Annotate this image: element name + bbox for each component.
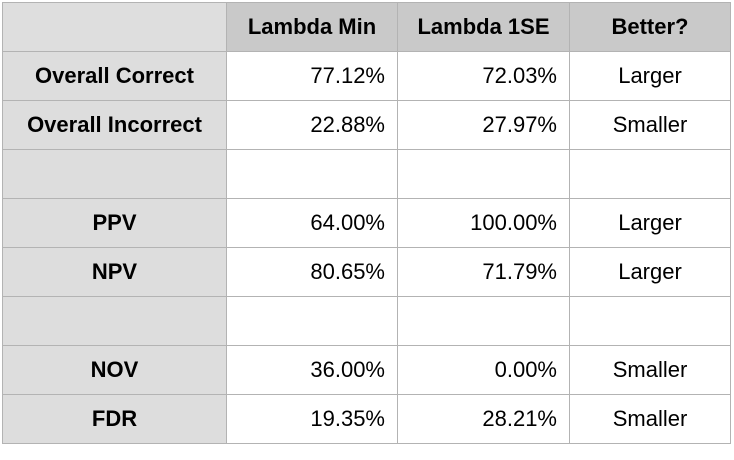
lambda-min-cell: 64.00% bbox=[226, 198, 398, 248]
row-label: Overall Incorrect bbox=[2, 100, 227, 150]
table-row-spacer bbox=[2, 296, 731, 346]
lambda-1se-cell: 27.97% bbox=[397, 100, 570, 150]
better-cell bbox=[569, 149, 731, 199]
lambda-1se-cell: 0.00% bbox=[397, 345, 570, 395]
lambda-min-cell bbox=[226, 296, 398, 346]
table-container: Lambda Min Lambda 1SE Better? Overall Co… bbox=[2, 2, 731, 444]
better-cell: Smaller bbox=[569, 345, 731, 395]
header-lambda-min: Lambda Min bbox=[226, 2, 398, 52]
better-cell bbox=[569, 296, 731, 346]
lambda-min-cell: 77.12% bbox=[226, 51, 398, 101]
lambda-1se-cell: 28.21% bbox=[397, 394, 570, 444]
metrics-table: Lambda Min Lambda 1SE Better? Overall Co… bbox=[2, 2, 731, 444]
lambda-1se-cell: 72.03% bbox=[397, 51, 570, 101]
better-cell: Smaller bbox=[569, 100, 731, 150]
table-row: PPV 64.00% 100.00% Larger bbox=[2, 198, 731, 248]
header-corner-cell bbox=[2, 2, 227, 52]
row-label: NPV bbox=[2, 247, 227, 297]
lambda-min-cell: 19.35% bbox=[226, 394, 398, 444]
table-row: Overall Correct 77.12% 72.03% Larger bbox=[2, 51, 731, 101]
table-row: NOV 36.00% 0.00% Smaller bbox=[2, 345, 731, 395]
header-lambda-1se: Lambda 1SE bbox=[397, 2, 570, 52]
better-cell: Larger bbox=[569, 198, 731, 248]
row-label: Overall Correct bbox=[2, 51, 227, 101]
lambda-min-cell bbox=[226, 149, 398, 199]
row-label bbox=[2, 296, 227, 346]
table-row: Overall Incorrect 22.88% 27.97% Smaller bbox=[2, 100, 731, 150]
lambda-min-cell: 22.88% bbox=[226, 100, 398, 150]
lambda-1se-cell bbox=[397, 296, 570, 346]
row-label bbox=[2, 149, 227, 199]
lambda-min-cell: 80.65% bbox=[226, 247, 398, 297]
row-label: NOV bbox=[2, 345, 227, 395]
table-row: NPV 80.65% 71.79% Larger bbox=[2, 247, 731, 297]
table-row-spacer bbox=[2, 149, 731, 199]
lambda-1se-cell bbox=[397, 149, 570, 199]
better-cell: Larger bbox=[569, 247, 731, 297]
lambda-1se-cell: 71.79% bbox=[397, 247, 570, 297]
header-better: Better? bbox=[569, 2, 731, 52]
row-label: PPV bbox=[2, 198, 227, 248]
better-cell: Larger bbox=[569, 51, 731, 101]
table-row: FDR 19.35% 28.21% Smaller bbox=[2, 394, 731, 444]
row-label: FDR bbox=[2, 394, 227, 444]
better-cell: Smaller bbox=[569, 394, 731, 444]
lambda-1se-cell: 100.00% bbox=[397, 198, 570, 248]
lambda-min-cell: 36.00% bbox=[226, 345, 398, 395]
header-row: Lambda Min Lambda 1SE Better? bbox=[2, 2, 731, 52]
